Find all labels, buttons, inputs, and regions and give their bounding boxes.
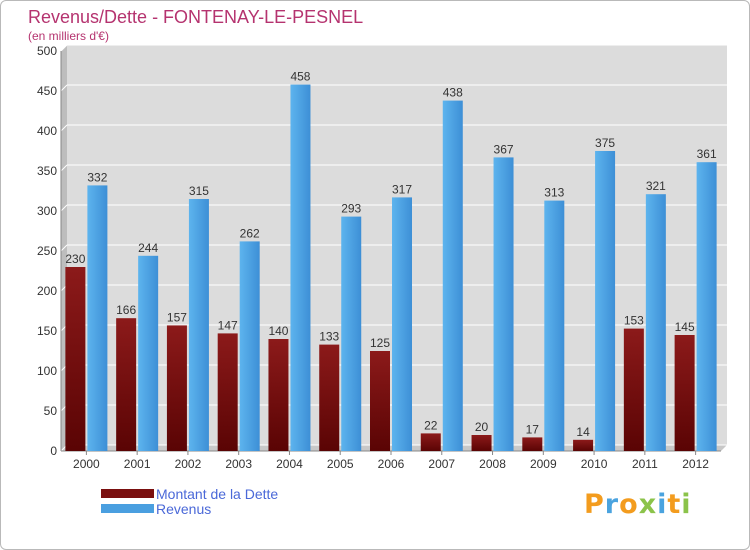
data-label-revenus: 375 (595, 136, 615, 150)
bar-dette (166, 325, 187, 451)
legend-label-dette: Montant de la Dette (156, 486, 278, 502)
data-label-dette: 14 (576, 425, 590, 439)
bar-dette (370, 351, 390, 451)
data-label-dette: 230 (65, 252, 85, 266)
logo-letter: t (667, 489, 682, 520)
bar-dette (217, 333, 238, 451)
data-label-revenus: 244 (138, 241, 158, 255)
x-tick-label: 2005 (327, 457, 354, 471)
data-label-dette: 153 (624, 314, 644, 328)
y-tick-label: 100 (37, 364, 57, 378)
legend-swatch-revenus (101, 504, 154, 513)
bar-dette (116, 318, 137, 451)
data-label-revenus: 317 (392, 182, 412, 196)
data-label-revenus: 361 (697, 147, 717, 161)
gridline-diag (60, 204, 68, 212)
data-label-revenus: 367 (494, 142, 514, 156)
bar-revenus (392, 197, 412, 451)
x-tick-label: 2008 (479, 457, 506, 471)
bar-dette (65, 267, 86, 451)
bar-dette (268, 339, 289, 451)
data-label-dette: 166 (116, 303, 136, 317)
bar-dette (319, 344, 340, 451)
data-label-dette: 133 (319, 330, 339, 344)
y-tick-label: 50 (44, 404, 58, 418)
y-tick-label: 400 (37, 124, 57, 138)
x-tick-label: 2002 (175, 457, 202, 471)
x-tick-label: 2012 (682, 457, 709, 471)
x-tick-label: 2003 (225, 457, 252, 471)
y-tick-label: 200 (37, 284, 57, 298)
bar-revenus (290, 84, 311, 451)
legend-swatch-dette (101, 489, 154, 498)
bar-revenus (138, 255, 159, 451)
bar-revenus (87, 185, 108, 451)
gridline-diag (60, 124, 68, 132)
logo-letter: P (584, 489, 605, 520)
data-label-dette: 22 (424, 418, 438, 432)
data-label-dette: 17 (526, 422, 540, 436)
y-tick-label: 250 (37, 244, 57, 258)
logo-letter: i (681, 489, 692, 520)
bar-revenus (595, 151, 616, 451)
gridline-diag (60, 84, 68, 92)
x-tick-label: 2010 (581, 457, 608, 471)
x-tick-label: 2006 (378, 457, 405, 471)
data-label-revenus: 321 (646, 179, 666, 193)
chart-subtitle: (en milliers d'€) (28, 29, 109, 43)
y-tick-label: 0 (50, 444, 57, 458)
legend-label-revenus: Revenus (156, 501, 211, 517)
bar-dette (674, 335, 695, 451)
x-tick-label: 2001 (124, 457, 151, 471)
bar-revenus (442, 100, 463, 451)
logo-letter: x (638, 489, 658, 520)
y-tick-label: 350 (37, 164, 57, 178)
data-label-dette: 20 (475, 420, 489, 434)
y-tick-label: 300 (37, 204, 57, 218)
x-tick-label: 2000 (73, 457, 100, 471)
logo-letter: r (604, 489, 620, 520)
data-label-dette: 140 (268, 324, 288, 338)
y-tick-label: 450 (37, 84, 57, 98)
data-label-revenus: 458 (290, 70, 310, 84)
bar-dette (573, 439, 594, 451)
data-label-revenus: 332 (87, 170, 107, 184)
data-label-revenus: 315 (189, 184, 209, 198)
y-tick-label: 500 (37, 44, 57, 58)
logo-letter: i (657, 489, 668, 520)
bar-revenus (239, 241, 260, 451)
bar-revenus (544, 200, 565, 451)
proxiti-logo: Proxiti (584, 489, 692, 520)
data-label-revenus: 438 (443, 86, 463, 100)
x-tick-label: 2011 (632, 457, 658, 471)
logo-letter: o (619, 489, 639, 520)
bar-revenus (188, 199, 209, 451)
x-tick-label: 2009 (530, 457, 557, 471)
gridline-diag (60, 44, 68, 52)
x-tick-label: 2007 (428, 457, 455, 471)
data-label-dette: 125 (370, 336, 390, 350)
bar-revenus (341, 216, 362, 451)
gridline-diag (60, 244, 68, 252)
data-label-revenus: 293 (341, 202, 361, 216)
bar-dette (420, 433, 441, 451)
data-label-dette: 147 (218, 318, 238, 332)
data-label-revenus: 313 (544, 186, 564, 200)
data-label-dette: 157 (167, 310, 187, 324)
chart-title: Revenus/Dette - FONTENAY-LE-PESNEL (28, 7, 364, 27)
bar-dette (522, 437, 543, 451)
data-label-dette: 145 (675, 320, 695, 334)
data-label-revenus: 262 (240, 226, 260, 240)
bar-dette (623, 328, 644, 451)
x-tick-label: 2004 (276, 457, 303, 471)
y-tick-label: 150 (37, 324, 57, 338)
gridline-diag (60, 164, 68, 172)
bar-revenus (645, 194, 666, 451)
bar-revenus (493, 157, 514, 451)
bar-revenus (696, 162, 717, 451)
bar-dette (471, 435, 492, 451)
